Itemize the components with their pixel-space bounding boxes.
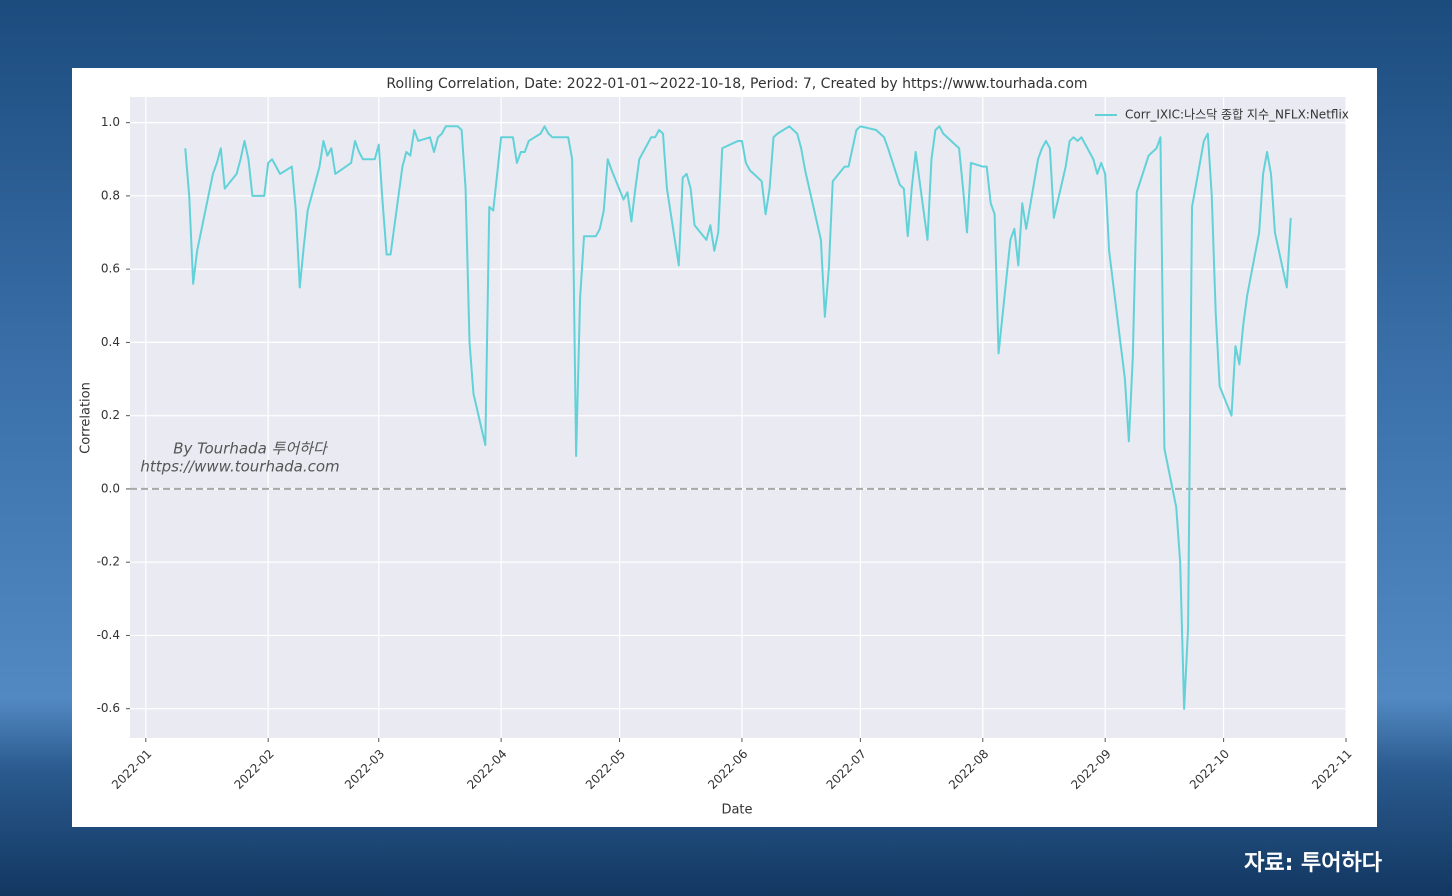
source-note: 자료: 투어하다 [1244,851,1383,876]
y-tick-label: 0.6 [101,262,120,276]
y-tick-label: 1.0 [101,115,120,129]
y-tick-label: -0.2 [97,555,120,569]
y-tick-label: -0.4 [97,628,120,642]
y-axis-label: Correlation [79,382,94,454]
legend-label: Corr_IXIC:나스닥 종합 지수_NFLX:Netflix [1125,108,1349,122]
grid [126,97,1347,742]
watermark: https://www.tourhada.com [140,458,339,476]
y-tick-label: -0.6 [97,701,120,715]
plot-area [130,97,1346,738]
x-axis-label: Date [721,803,752,818]
y-tick-label: 0.2 [101,408,120,422]
y-tick-label: 0.4 [101,335,120,349]
y-tick-label: 0.8 [101,188,120,202]
watermark: By Tourhada 투어하다 [173,440,329,458]
marks [130,125,1346,710]
y-tick-label: 0.0 [101,481,120,495]
chart-title: Rolling Correlation, Date: 2022-01-01~20… [386,76,1087,92]
series-line [184,125,1292,710]
